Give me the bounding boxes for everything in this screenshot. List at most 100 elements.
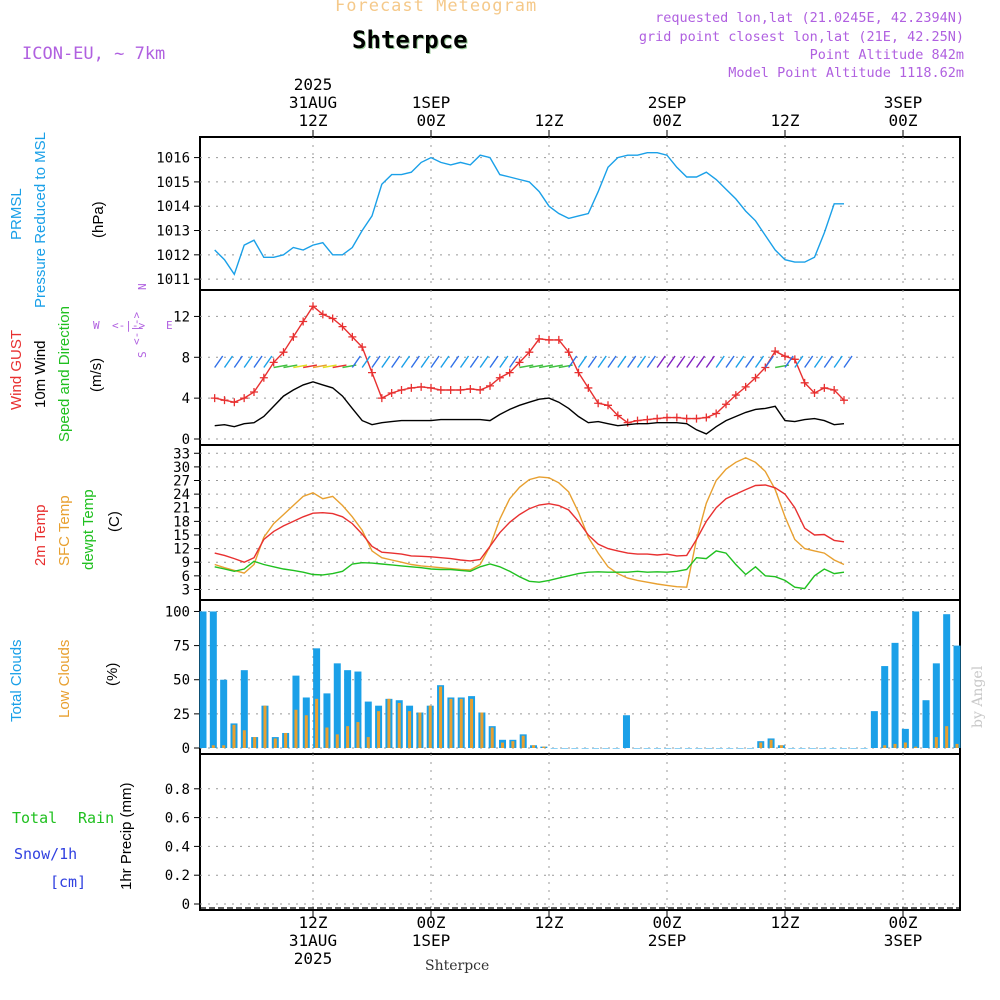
total-cloud-bar [736, 748, 744, 749]
wind-arrow [440, 355, 450, 368]
gust-point [486, 381, 494, 390]
y-tick-label: 0.8 [165, 782, 190, 798]
low-cloud-bar [222, 745, 226, 748]
low-cloud-bar [304, 715, 308, 748]
low-cloud-bar [449, 698, 453, 748]
low-cloud-bar [945, 726, 949, 748]
gust-point [338, 322, 347, 331]
gust-point [594, 399, 603, 408]
low-cloud-bar [759, 742, 763, 748]
point-altitude: Point Altitude 842m [809, 47, 964, 63]
gust-point [820, 383, 829, 392]
total-cloud-bar [622, 715, 630, 748]
bottom-axis-label: 00Z 2SEP [647, 913, 687, 950]
y-tick-label: 12 [173, 309, 190, 325]
gust-point [840, 396, 848, 405]
wind-arrow [332, 364, 347, 369]
total-cloud-bar [199, 611, 207, 748]
wind-arrow [430, 355, 440, 368]
low-cloud-bar [366, 737, 370, 748]
low-cloud-bar [408, 711, 412, 748]
wind-arrow [587, 355, 597, 368]
wind-arrow [450, 355, 460, 368]
gust-point [830, 385, 839, 394]
wind-arrow [754, 355, 765, 368]
y-tick-label: 1012 [156, 248, 190, 264]
low-cloud-bar [263, 705, 267, 748]
total-cloud-bar [581, 748, 589, 749]
gust-point [741, 382, 750, 391]
wind-arrow [489, 355, 499, 368]
bottom-axis-label: 00Z 1SEP [411, 913, 451, 950]
wind-arrow [312, 364, 327, 369]
y-tick-label: 27 [173, 474, 190, 490]
top-axis-label: 12Z [534, 111, 564, 130]
total-cloud-bar [922, 700, 930, 748]
wind-arrow [784, 355, 794, 368]
gust-point [309, 302, 317, 311]
y-tick-label: 1011 [156, 272, 190, 288]
low-cloud-bar [315, 698, 319, 748]
low-cloud-bar [418, 712, 422, 748]
total-cloud-bar [953, 645, 961, 748]
y-tick-label: 12 [173, 542, 190, 558]
gust-point [564, 348, 573, 357]
y-tick-label: 9 [182, 555, 190, 571]
y-tick-label: 15 [173, 528, 190, 544]
low-cloud-bar [490, 727, 494, 748]
total-cloud-bar [313, 648, 321, 748]
low-cloud-bar [325, 727, 329, 748]
low-cloud-bar [769, 739, 773, 748]
total-cloud-bar [912, 611, 920, 748]
wind-arrow [243, 355, 253, 368]
total-cloud-bar [612, 748, 620, 749]
gust-point [289, 332, 298, 341]
low-cloud-bar [501, 742, 505, 748]
low-cloud-bar [253, 737, 257, 748]
gust-point [407, 383, 416, 392]
low-cloud-bar [377, 711, 381, 748]
low-cloud-bar [273, 738, 277, 748]
wind-arrow [636, 355, 647, 368]
wind-arrow [577, 355, 588, 368]
total-cloud-bar [591, 748, 599, 749]
low-cloud-bar [893, 743, 897, 748]
compass-we-arrows: <-|-> [112, 319, 146, 332]
gust-point [653, 414, 662, 423]
total-cloud-bar [943, 614, 951, 748]
wind-arrow [459, 355, 470, 368]
gust-point [446, 385, 455, 394]
wind-arrow [509, 355, 519, 368]
wind-arrow [263, 355, 273, 368]
compass-w: W [93, 319, 100, 332]
wind-arrow [223, 355, 234, 368]
wind-arrow [676, 355, 686, 368]
wind-arrow [764, 355, 774, 368]
model-altitude: Model Point Altitude 1118.62m [728, 65, 964, 81]
total-cloud-bar [788, 748, 796, 749]
bottom-axis-label: 12Z [534, 913, 564, 932]
gust-point [574, 368, 583, 377]
wind-arrow [813, 355, 824, 368]
gust-point [702, 413, 711, 422]
gust-point [584, 383, 593, 392]
requested-coords: requested lon,lat (21.0245E, 42.2394N) [655, 10, 964, 26]
y-tick-label: 30 [173, 460, 190, 476]
total-cloud-bar [633, 748, 641, 749]
gust-point [259, 373, 268, 382]
rain-total-label: Total [12, 809, 58, 827]
wind-arrow [686, 355, 696, 368]
y-tick-label: 25 [173, 707, 190, 723]
wind-arrow [666, 355, 676, 368]
gust-point [761, 363, 770, 372]
gust-point [790, 355, 799, 364]
gust-point [663, 413, 671, 422]
y-tick-label: 1016 [156, 151, 190, 167]
gust-point [456, 385, 465, 394]
wind-arrow [705, 355, 715, 368]
gust-point [230, 398, 239, 407]
wind-arrow [469, 355, 479, 368]
gust-point [387, 389, 396, 398]
gust-point [476, 385, 485, 394]
gust-point [348, 332, 357, 341]
